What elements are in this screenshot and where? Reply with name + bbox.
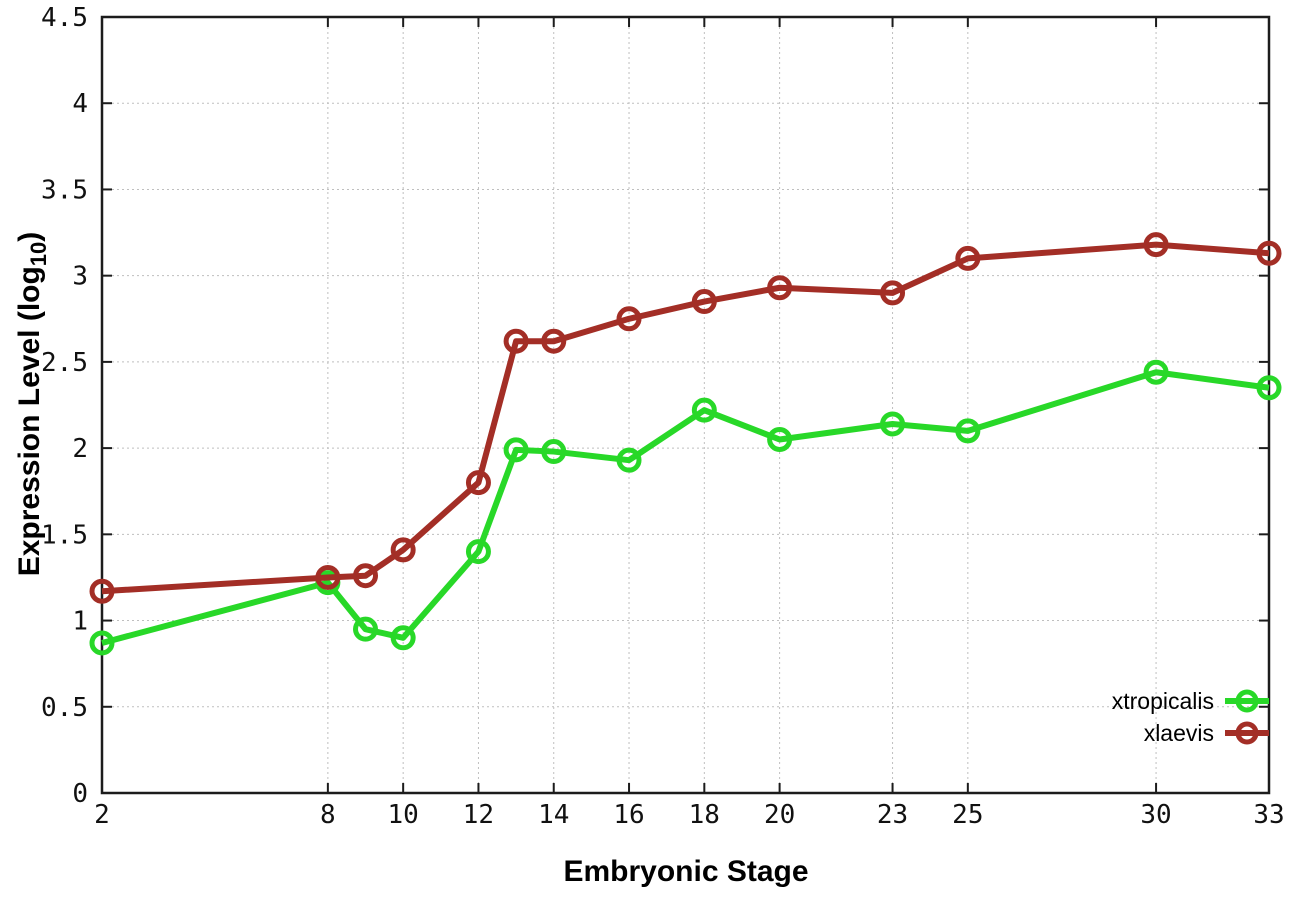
x-tick-label: 10 <box>388 800 419 830</box>
data-point-xlaevis <box>1143 232 1169 258</box>
y-axis-title: Expression Level (log10) <box>13 231 51 577</box>
data-point-xlaevis <box>390 537 416 563</box>
data-point-xlaevis <box>1256 240 1282 266</box>
x-tick-label: 12 <box>463 800 494 830</box>
data-point-xlaevis <box>353 563 379 589</box>
x-tick-label: 30 <box>1140 800 1171 830</box>
x-tick-label: 16 <box>613 800 644 830</box>
data-point-xtropicalis <box>353 616 379 642</box>
x-tick-label: 33 <box>1253 800 1284 830</box>
y-tick-label: 3.5 <box>41 175 88 205</box>
data-point-xlaevis <box>89 578 115 604</box>
legend: xtropicalis xlaevis <box>1112 685 1270 749</box>
data-point-xlaevis <box>955 245 981 271</box>
x-tick-label: 25 <box>952 800 983 830</box>
data-point-xtropicalis <box>541 439 567 465</box>
data-point-xtropicalis <box>465 539 491 565</box>
y-tick-label: 3 <box>72 262 88 292</box>
y-tick-label: 4.5 <box>41 3 88 33</box>
y-axis-title-close: ) <box>13 231 46 242</box>
legend-marker-icon <box>1225 689 1269 713</box>
data-point-xtropicalis <box>880 411 906 437</box>
x-tick-label: 18 <box>689 800 720 830</box>
data-point-xlaevis <box>503 328 529 354</box>
data-point-xtropicalis <box>89 630 115 656</box>
y-tick-label: 0.5 <box>41 693 88 723</box>
x-tick-label: 2 <box>94 800 110 830</box>
data-point-xtropicalis <box>390 625 416 651</box>
data-point-xlaevis <box>880 280 906 306</box>
y-tick-label: 1 <box>72 607 88 637</box>
x-axis-title: Embryonic Stage <box>563 855 809 888</box>
y-tick-label: 1.5 <box>41 520 88 550</box>
series-line-xlaevis <box>101 241 1270 595</box>
legend-row-xlaevis: xlaevis <box>1144 717 1270 749</box>
x-tick-label: 14 <box>538 800 569 830</box>
data-point-xtropicalis <box>1256 375 1282 401</box>
data-point-xtropicalis <box>1143 359 1169 385</box>
legend-marker-icon <box>1225 721 1269 745</box>
y-tick-label: 2.5 <box>41 348 88 378</box>
data-point-xlaevis <box>691 289 717 315</box>
x-tick-label: 20 <box>764 800 795 830</box>
x-tick-label: 23 <box>877 800 908 830</box>
y-tick-label: 4 <box>72 89 88 119</box>
data-point-xlaevis <box>767 275 793 301</box>
y-tick-label: 2 <box>72 434 88 464</box>
legend-label-xlaevis: xlaevis <box>1143 719 1214 746</box>
data-point-xlaevis <box>465 470 491 496</box>
data-point-xtropicalis <box>955 418 981 444</box>
data-point-xtropicalis <box>616 447 642 473</box>
series-line-xtropicalis <box>101 369 1270 646</box>
data-point-xtropicalis <box>503 437 529 463</box>
data-point-xtropicalis <box>691 397 717 423</box>
y-tick-label: 0 <box>72 779 88 809</box>
y-axis-title-subscript: 10 <box>26 241 51 267</box>
data-point-xlaevis <box>541 328 567 354</box>
data-point-xtropicalis <box>767 426 793 452</box>
y-axis-title-text: Expression Level (log <box>13 266 46 577</box>
data-point-xlaevis <box>315 564 341 590</box>
legend-label-xtropicalis: xtropicalis <box>1111 687 1214 714</box>
x-tick-label: 8 <box>320 800 336 830</box>
plot-border <box>100 15 1271 795</box>
legend-row-xtropicalis: xtropicalis <box>1112 685 1270 717</box>
data-point-xlaevis <box>616 306 642 332</box>
